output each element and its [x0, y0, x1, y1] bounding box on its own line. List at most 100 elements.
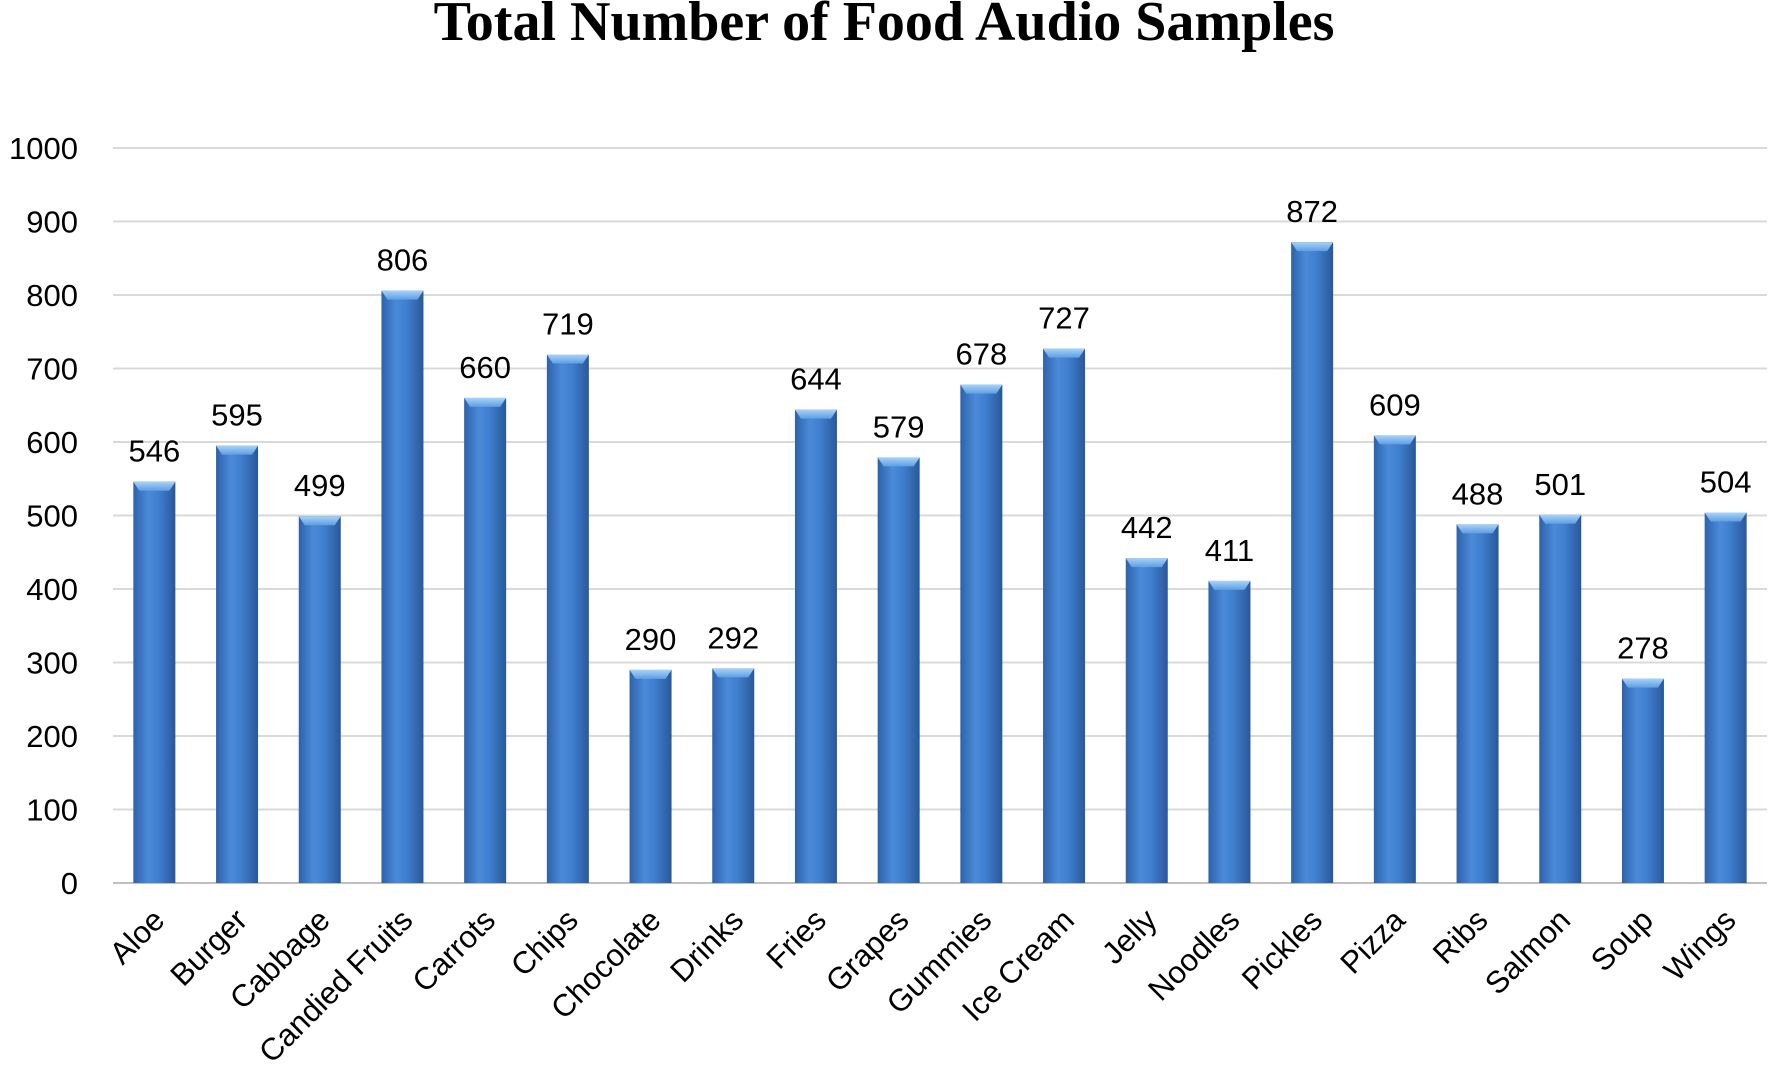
data-label: 488	[1452, 476, 1504, 511]
bar	[1208, 580, 1251, 883]
bar-pizza	[1373, 435, 1416, 883]
bar-carrots	[464, 397, 507, 883]
data-label: 501	[1534, 467, 1586, 502]
bar-cap	[960, 384, 1003, 394]
bar-pickles	[1291, 242, 1334, 883]
bar-chips	[546, 354, 589, 883]
data-label: 504	[1700, 465, 1752, 500]
bar	[464, 397, 507, 883]
bar	[1291, 242, 1334, 883]
bar-cap	[464, 397, 507, 407]
bar-cap	[1125, 558, 1168, 568]
y-tick-label: 0	[61, 866, 78, 901]
data-label: 290	[625, 622, 677, 657]
bar-cap	[629, 669, 672, 679]
y-tick-label: 900	[26, 205, 78, 240]
bar-fries	[794, 409, 837, 883]
data-label: 499	[294, 468, 346, 503]
bar-noodles	[1208, 580, 1251, 883]
bar-cap	[216, 445, 259, 455]
y-tick-label: 200	[26, 719, 78, 754]
bar-soup	[1621, 678, 1664, 883]
data-label: 678	[955, 337, 1007, 372]
data-label: 727	[1038, 301, 1090, 336]
y-tick-label: 400	[26, 572, 78, 607]
bar	[1125, 558, 1168, 883]
bar-burger	[216, 445, 259, 883]
bar	[1539, 514, 1582, 883]
x-tick-label: Jelly	[1095, 902, 1164, 971]
bar-ribs	[1456, 524, 1499, 883]
bar-grapes	[877, 457, 920, 883]
data-label: 278	[1617, 631, 1669, 666]
bar-candied-fruits	[381, 290, 424, 884]
y-tick-label: 500	[26, 499, 78, 534]
data-label: 609	[1369, 387, 1421, 422]
bar-cap	[1291, 242, 1334, 252]
bar	[712, 668, 755, 883]
y-tick-label: 100	[26, 793, 78, 828]
x-tick-label: Drinks	[663, 902, 750, 989]
chart-title: Total Number of Food Audio Samples	[434, 0, 1335, 53]
bar-cap	[1704, 512, 1747, 522]
bar-gummies	[960, 384, 1003, 883]
data-label: 719	[542, 307, 594, 342]
x-tick-label: Salmon	[1478, 902, 1577, 1001]
x-tick-label: Ribs	[1426, 902, 1495, 971]
bars	[133, 242, 1747, 884]
x-tick-label: Pizza	[1333, 902, 1412, 981]
data-label: 806	[377, 243, 429, 278]
bar-cap	[1208, 580, 1251, 590]
bar	[133, 481, 176, 883]
x-tick-label: Fries	[759, 902, 832, 975]
data-label: 595	[211, 398, 263, 433]
data-label: 579	[873, 409, 925, 444]
y-tick-label: 800	[26, 278, 78, 313]
bar-cap	[1373, 435, 1416, 445]
data-labels: 546 595 499 806 660 719 290 292 644 579 678 727 442 4…	[128, 194, 1751, 666]
bar	[381, 290, 424, 884]
bar	[1373, 435, 1416, 883]
bar-cap	[298, 516, 341, 526]
data-label: 660	[459, 350, 511, 385]
bar-wings	[1704, 512, 1747, 883]
x-tick-label: Pickles	[1235, 902, 1329, 996]
y-tick-label: 600	[26, 425, 78, 460]
bar-cap	[546, 354, 589, 364]
x-tick-label: Aloe	[103, 902, 172, 971]
bar-cap	[1456, 524, 1499, 534]
bar-cap	[794, 409, 837, 419]
data-label: 411	[1205, 533, 1254, 568]
bar	[877, 457, 920, 883]
x-tick-label: Wings	[1657, 902, 1743, 988]
bar-cabbage	[298, 516, 341, 883]
y-tick-label: 1000	[9, 131, 78, 166]
data-label: 442	[1121, 510, 1173, 545]
bar-cap	[381, 290, 424, 300]
x-tick-label: Soup	[1584, 902, 1660, 978]
bar-jelly	[1125, 558, 1168, 883]
x-tick-label: Carrots	[405, 902, 502, 999]
bar	[794, 409, 837, 883]
data-label: 644	[790, 362, 842, 397]
bar	[1704, 512, 1747, 883]
x-tick-label: Noodles	[1141, 902, 1246, 1007]
bar	[216, 445, 259, 883]
bar	[1043, 348, 1086, 883]
bar-cap	[1043, 348, 1086, 358]
bar-cap	[1539, 514, 1582, 524]
bar-aloe	[133, 481, 176, 883]
data-label: 546	[128, 434, 180, 469]
y-tick-label: 700	[26, 352, 78, 387]
y-axis-ticks: 0 100 200 300 400 500 600 700 800 900 1000	[9, 131, 78, 901]
bar-salmon	[1539, 514, 1582, 883]
bar-cap	[1621, 678, 1664, 688]
bar	[1621, 678, 1664, 883]
bar-cap	[133, 481, 176, 491]
bar-drinks	[712, 668, 755, 883]
bar-cap	[877, 457, 920, 467]
gridlines	[113, 147, 1767, 884]
bar	[960, 384, 1003, 883]
